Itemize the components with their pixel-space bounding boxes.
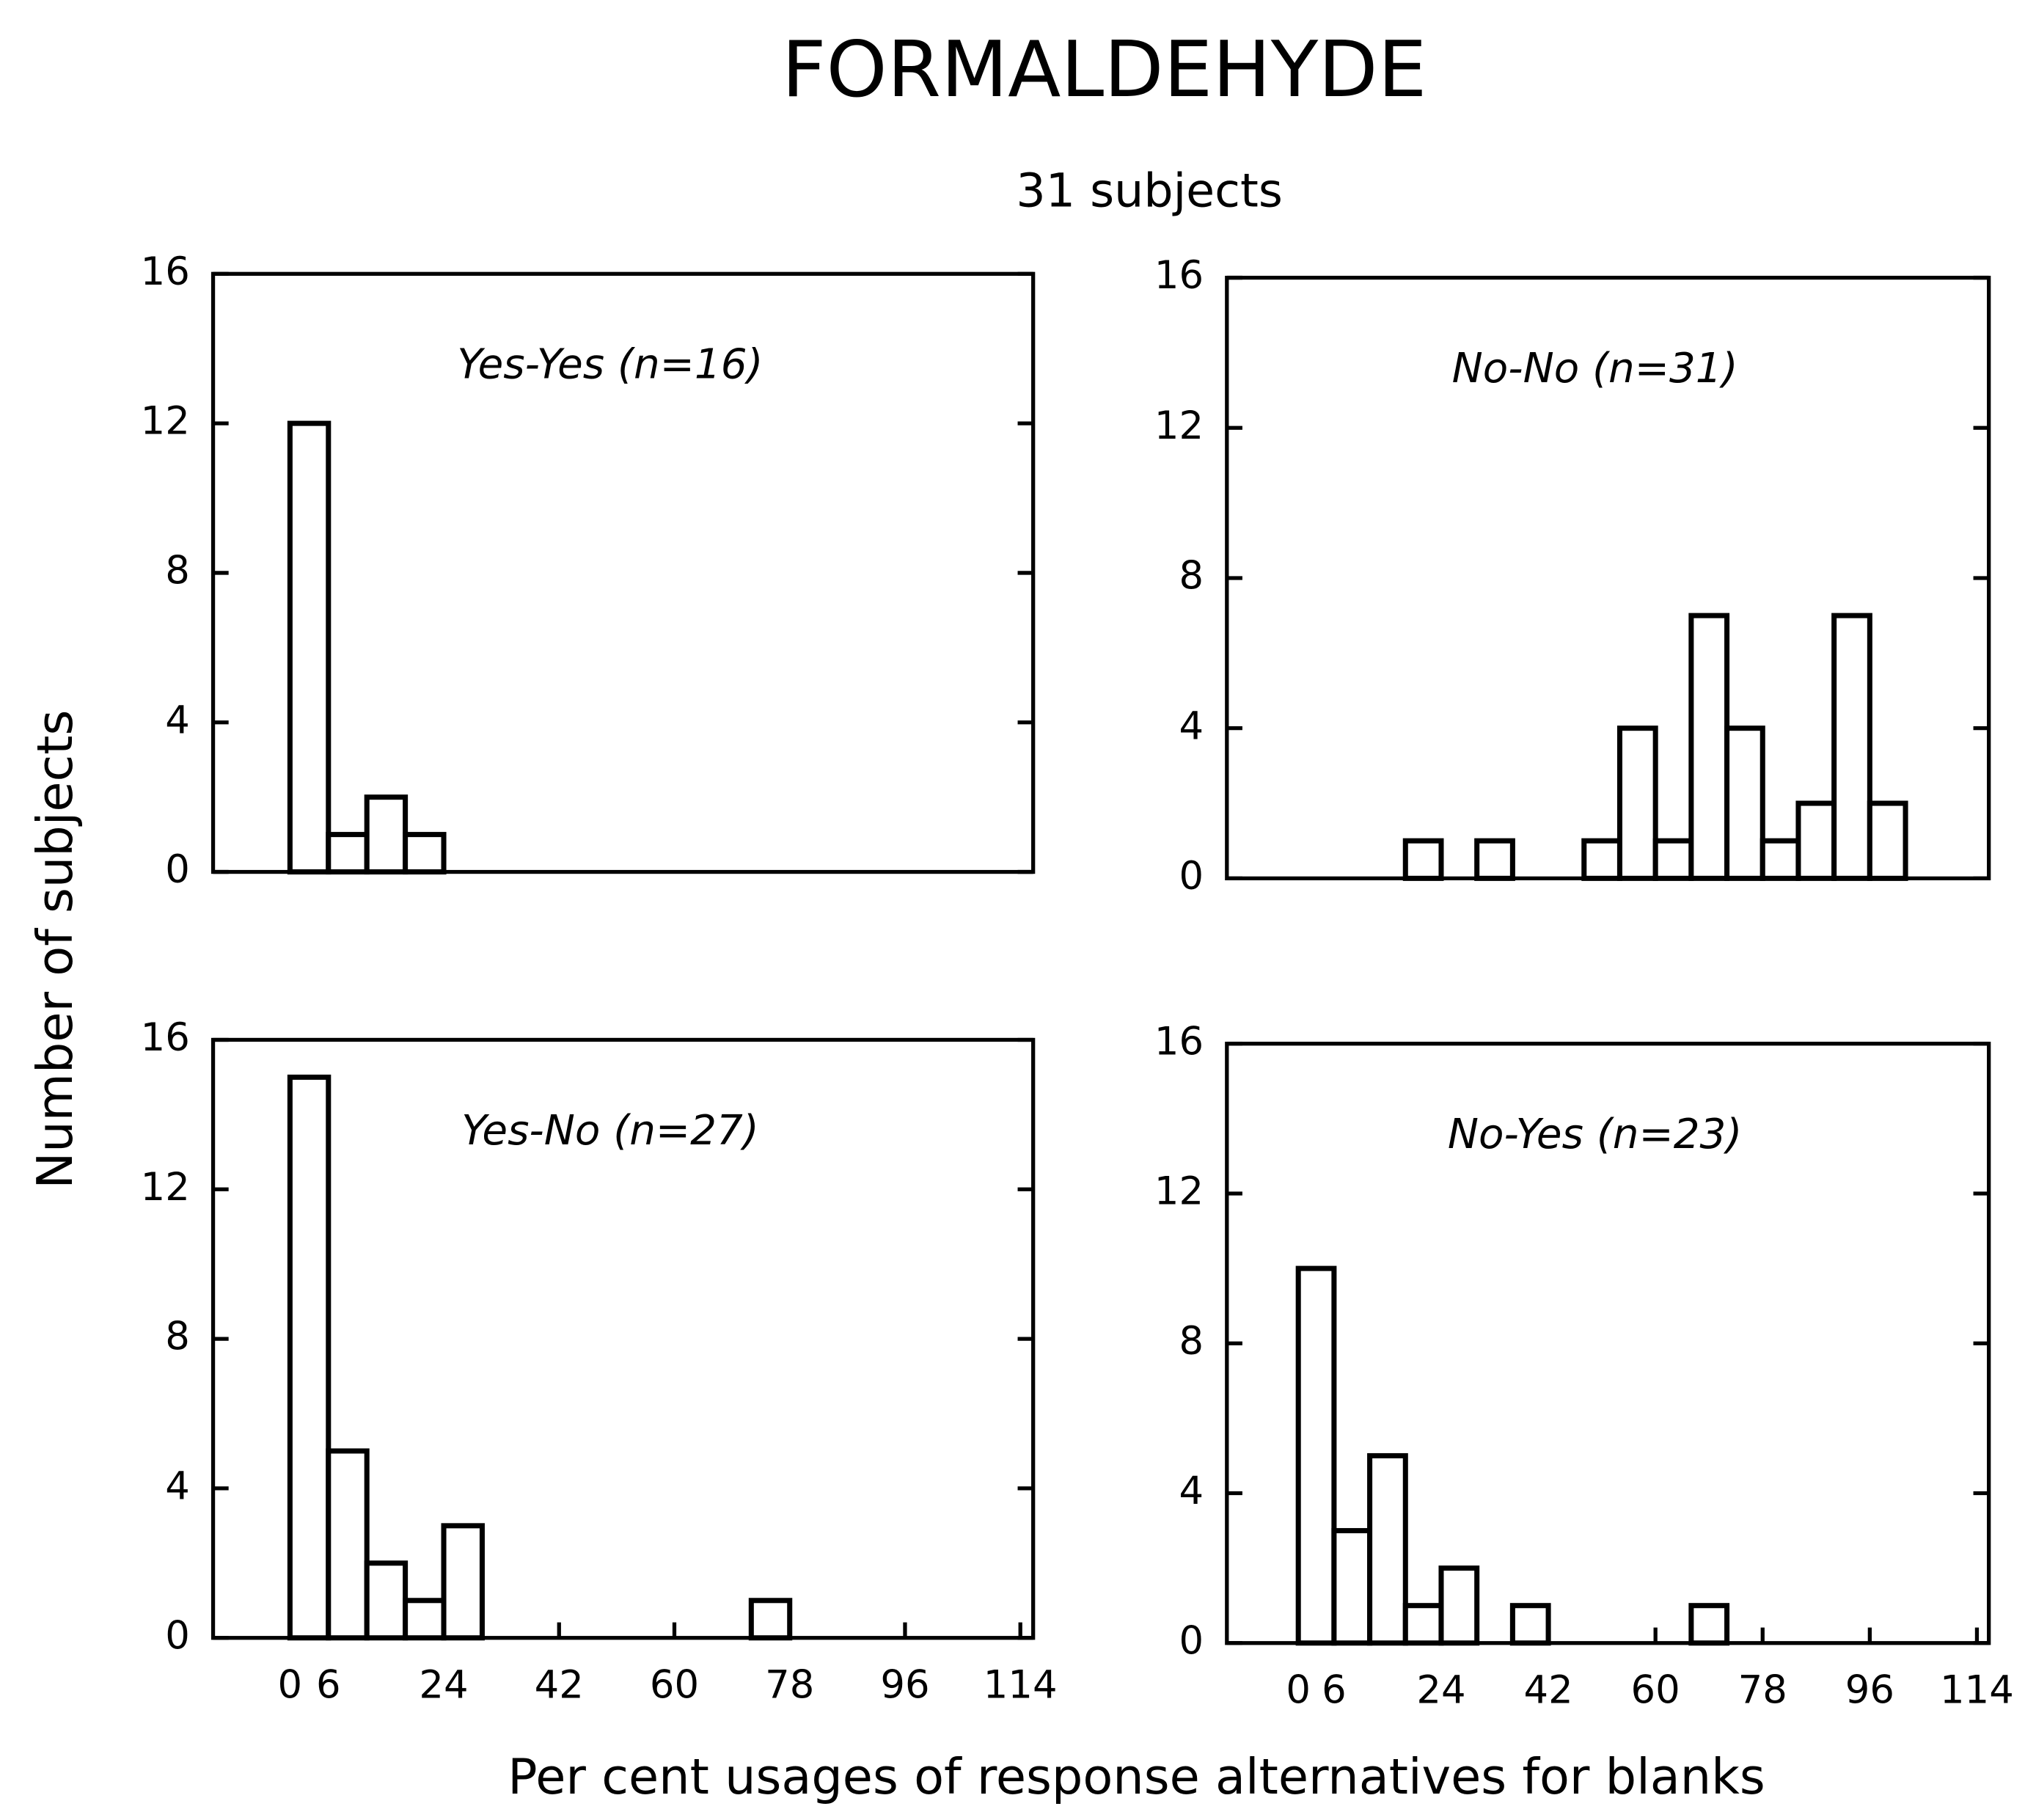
bar (1867, 800, 1908, 881)
y-tick-label: 8 (165, 549, 190, 593)
y-tick-label: 8 (1179, 554, 1204, 599)
bar (1795, 800, 1837, 881)
x-tick-label: 96 (1845, 1667, 1894, 1712)
x-tick-label: 60 (650, 1662, 699, 1707)
y-tick-label: 12 (141, 399, 190, 444)
bar (403, 1598, 447, 1641)
bar (1652, 838, 1694, 881)
bar (1759, 838, 1801, 881)
x-tick-label: 114 (1940, 1667, 2014, 1712)
x-tick-label: 114 (984, 1662, 1058, 1707)
bar (1724, 726, 1765, 881)
bar (1295, 1265, 1337, 1646)
x-tick-label: 24 (419, 1662, 468, 1707)
y-tick-label: 8 (165, 1315, 190, 1359)
y-tick-label: 16 (141, 1015, 190, 1060)
y-tick-label: 4 (165, 1464, 190, 1509)
figure-title: FORMALDEHYDE (782, 24, 1427, 114)
x-axis-label: Per cent usages of response alternatives… (508, 1748, 1765, 1805)
bar (1831, 613, 1872, 881)
y-tick-label: 0 (1179, 1618, 1204, 1663)
bar (1402, 838, 1444, 881)
y-tick-label: 8 (1179, 1319, 1204, 1364)
y-tick-label: 12 (141, 1165, 190, 1210)
x-tick-label: 24 (1416, 1667, 1465, 1712)
y-tick-label: 16 (141, 249, 190, 294)
y-axis-label: Number of subjects (26, 710, 84, 1189)
x-tick-label: 42 (1523, 1667, 1572, 1712)
y-tick-label: 4 (1179, 703, 1204, 748)
bar (1581, 838, 1622, 881)
bar (364, 794, 409, 875)
x-tick-label: 42 (535, 1662, 584, 1707)
y-tick-label: 0 (165, 1613, 190, 1658)
x-tick-label: 60 (1631, 1667, 1680, 1712)
y-tick-label: 16 (1154, 1019, 1204, 1064)
bar (287, 1074, 332, 1641)
y-tick-label: 0 (1179, 854, 1204, 899)
y-tick-label: 12 (1154, 1169, 1204, 1214)
panel-title: Yes-Yes (n=16) (457, 341, 763, 389)
y-tick-label: 4 (1179, 1469, 1204, 1513)
y-tick-label: 0 (165, 847, 190, 892)
bar (326, 1448, 370, 1641)
x-tick-label: 0 (1286, 1667, 1311, 1712)
x-tick-label: 0 (278, 1662, 303, 1707)
y-tick-label: 16 (1154, 253, 1204, 298)
panel-title: Yes-No (n=27) (461, 1107, 759, 1155)
bar (1509, 1603, 1551, 1646)
x-tick-label: 6 (316, 1662, 341, 1707)
x-tick-label: 6 (1322, 1667, 1347, 1712)
bar (1688, 613, 1730, 881)
figure-subtitle: 31 subjects (1016, 164, 1283, 218)
bar (1438, 1565, 1480, 1646)
bar (326, 832, 370, 875)
y-tick-label: 12 (1154, 403, 1204, 448)
bar (441, 1523, 485, 1641)
bar (364, 1560, 409, 1641)
x-tick-label: 78 (1738, 1667, 1787, 1712)
bar (1367, 1452, 1408, 1646)
x-tick-label: 78 (765, 1662, 814, 1707)
bar (748, 1598, 793, 1641)
bar (1402, 1603, 1444, 1646)
bar (287, 420, 332, 875)
bar (1616, 726, 1658, 881)
bar (1474, 838, 1515, 881)
y-tick-label: 4 (165, 698, 190, 742)
panel-title: No-Yes (n=23) (1448, 1111, 1742, 1158)
panel-title: No-No (n=31) (1452, 345, 1738, 392)
bar (1688, 1603, 1730, 1646)
bar (1331, 1528, 1373, 1646)
x-tick-label: 96 (880, 1662, 929, 1707)
bar (403, 832, 447, 875)
